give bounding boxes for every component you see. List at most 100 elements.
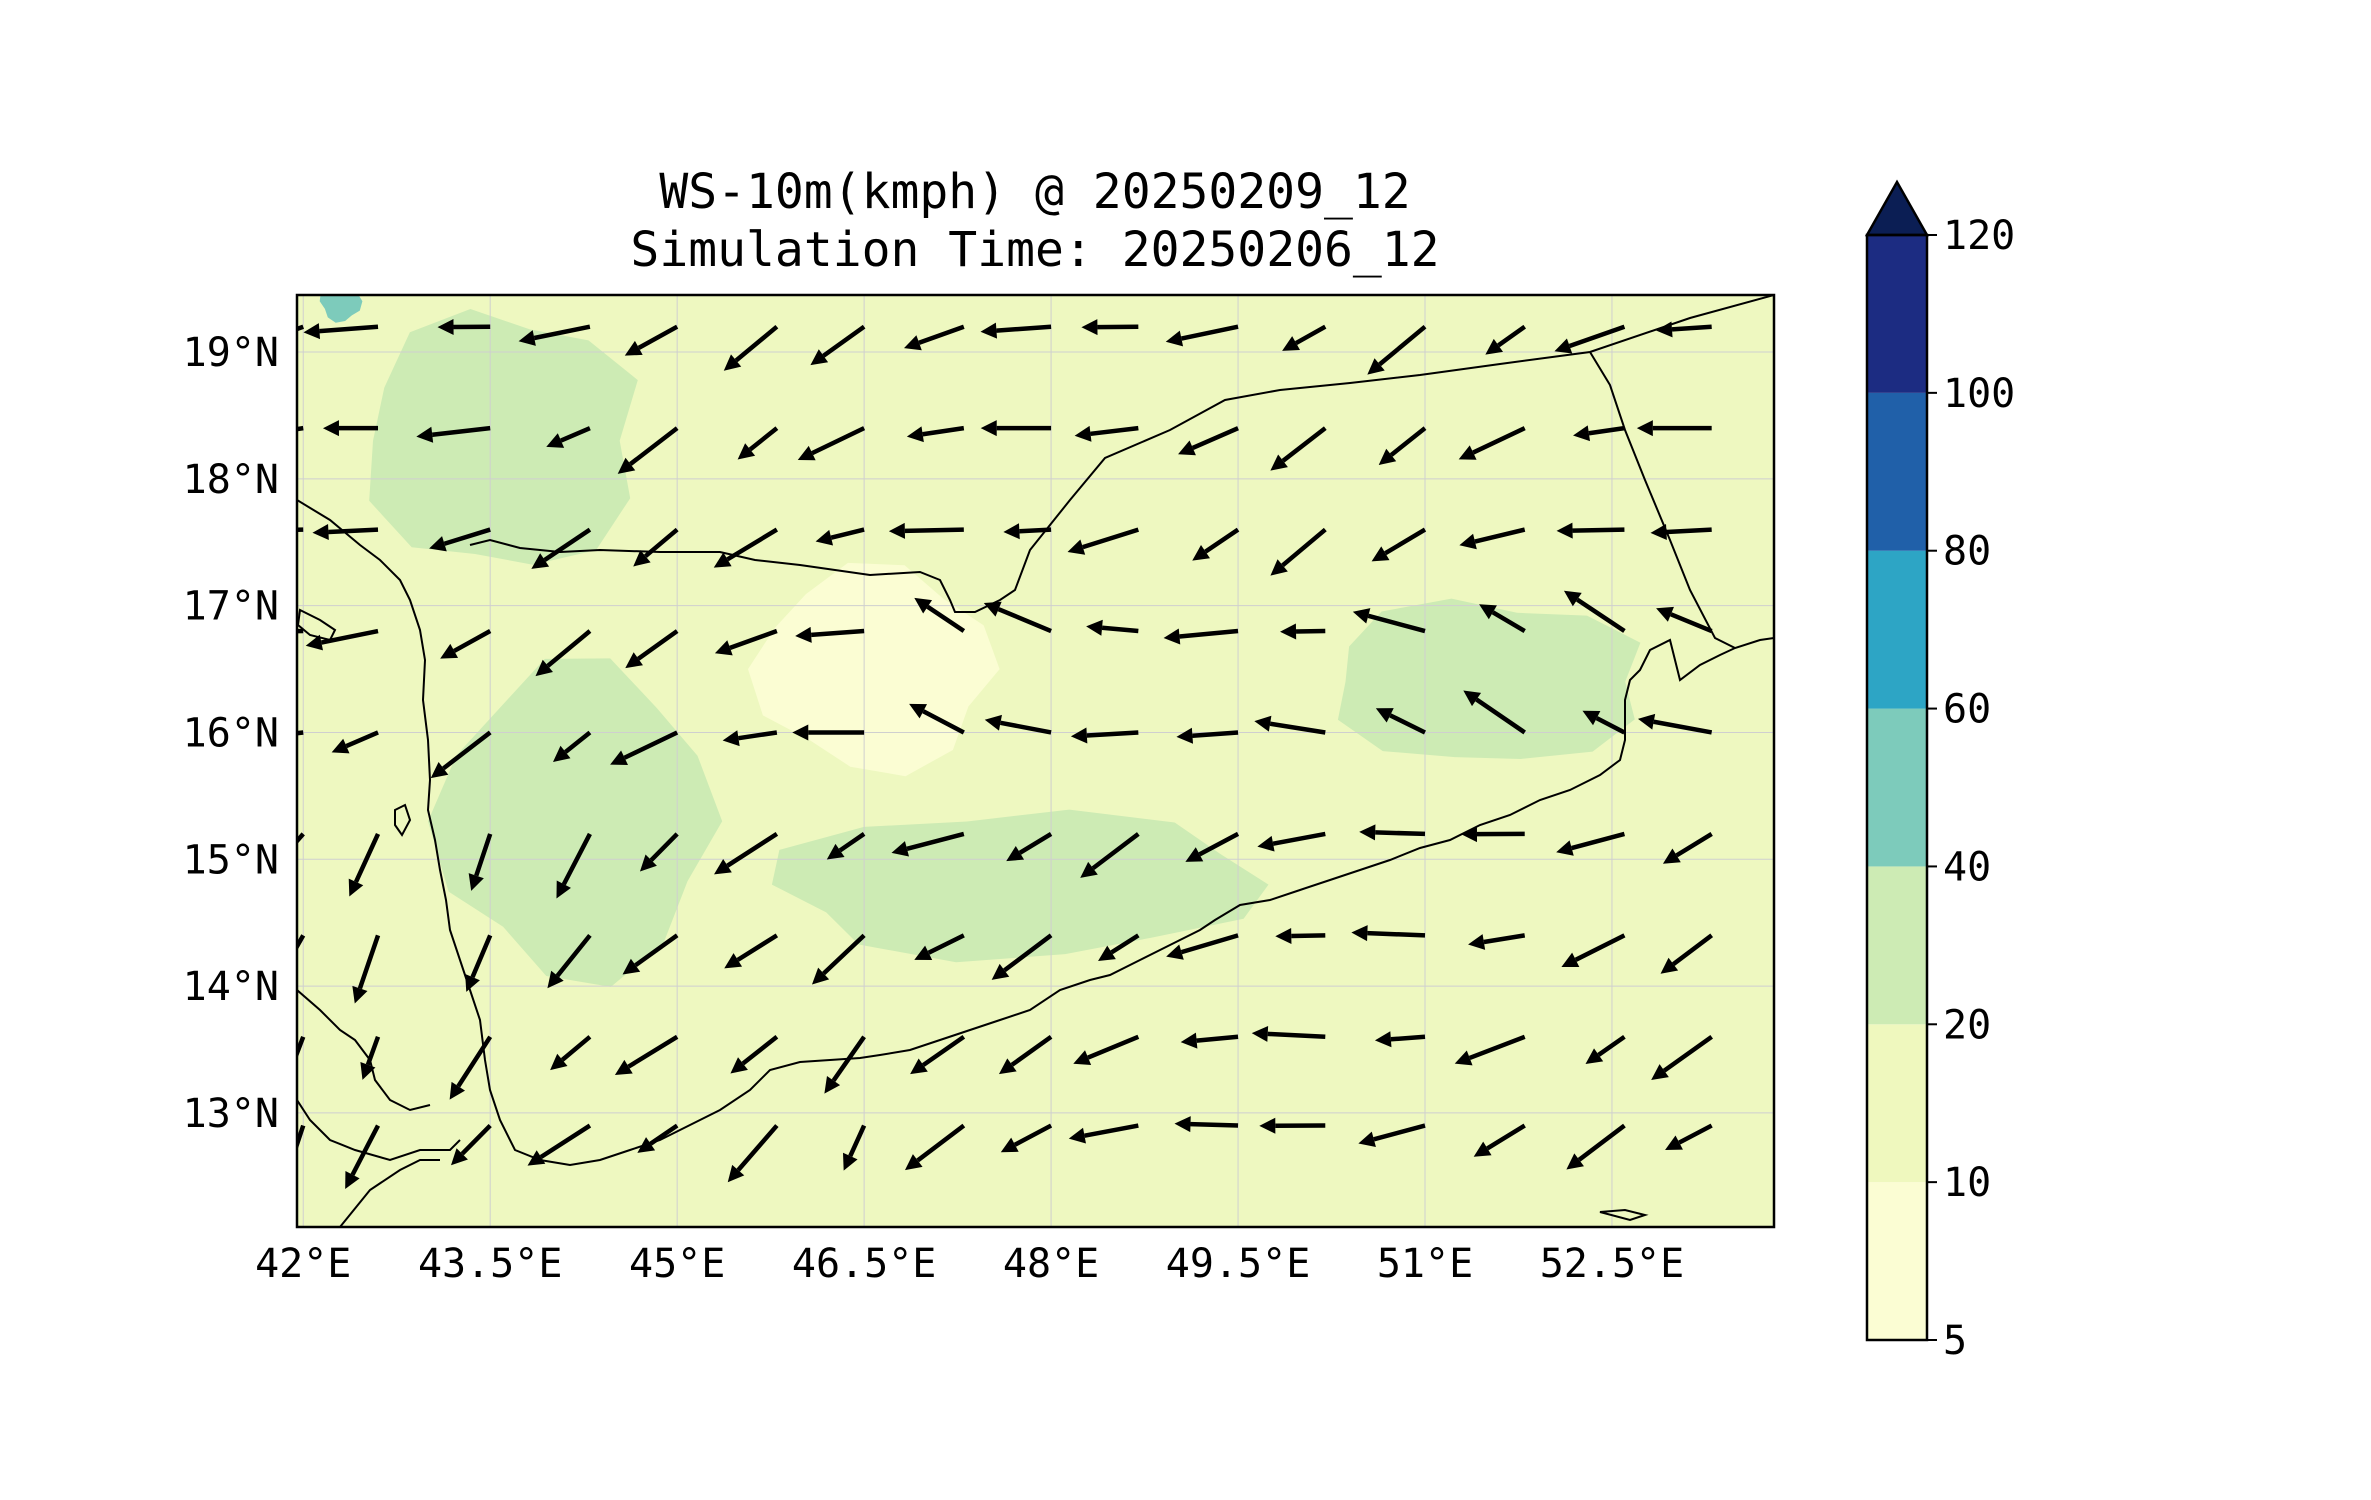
wind-vector — [535, 629, 592, 677]
longitude-tick-label: 46.5°E — [792, 1241, 937, 1287]
wind-vector — [297, 324, 305, 332]
wind-vector — [1000, 1123, 1053, 1153]
wind-vector — [546, 426, 591, 448]
wind-vector — [1282, 324, 1327, 351]
wind-vector — [909, 703, 965, 735]
colorbar-band — [1867, 235, 1927, 393]
wind-vector — [1463, 690, 1526, 735]
colorbar-tick-label: 60 — [1943, 687, 1991, 733]
wind-vector — [1485, 324, 1527, 355]
wind-vector — [1185, 831, 1240, 862]
colorbar-tick-label: 5 — [1943, 1318, 1967, 1364]
wind-vector — [1665, 1123, 1713, 1150]
wind-vector — [1067, 527, 1140, 555]
wind-vector — [1662, 831, 1713, 864]
wind-vector — [305, 628, 379, 651]
latitude-tick-label: 16°N — [183, 710, 279, 756]
map-frame — [295, 293, 1776, 1229]
wind-vector — [360, 1036, 381, 1080]
coastline-red-sea-east — [297, 499, 1774, 1167]
wind-speed-field — [319, 295, 1641, 987]
wind-vector — [991, 933, 1053, 980]
wind-vector — [797, 426, 866, 461]
wind-vector — [1556, 831, 1626, 856]
wind-vector — [617, 426, 679, 474]
latitude-tick-label: 14°N — [183, 964, 279, 1010]
wind-vector — [550, 1035, 592, 1071]
wind-vector — [891, 831, 965, 857]
wind-vector — [1068, 1123, 1139, 1144]
longitude-tick-labels: 42°E 43.5°E 45°E 46.5°E 48°E 49.5°E 51°E 52.5°E — [255, 1241, 1684, 1287]
wind-vector — [1180, 1032, 1239, 1049]
wind-vector — [345, 1124, 381, 1189]
wind-vectors — [297, 319, 1714, 1189]
wind-vector — [297, 1124, 306, 1152]
wind-vector — [810, 324, 866, 366]
island-kamaran — [394, 803, 412, 837]
field-patch — [319, 295, 363, 323]
wind-vector — [983, 601, 1052, 634]
wind-vector — [331, 730, 379, 754]
colorbar-band — [1867, 866, 1927, 1025]
wind-vector — [1554, 324, 1626, 354]
map-gridlines — [297, 295, 1774, 1227]
wind-vector — [842, 1124, 867, 1171]
coastline-african-side — [297, 1099, 461, 1162]
wind-vector — [723, 324, 779, 371]
wind-vector — [1374, 1031, 1426, 1048]
longitude-tick-label: 51°E — [1377, 1241, 1473, 1287]
colorbar-band — [1867, 550, 1927, 709]
wind-vector — [1561, 933, 1626, 967]
wind-vector — [552, 730, 592, 762]
wind-vector — [1566, 1123, 1626, 1170]
latitude-tick-labels: 19°N 18°N 17°N 16°N 15°N 14°N 13°N — [183, 330, 279, 1137]
colorbar-tick-label: 80 — [1943, 529, 1991, 575]
wind-vector — [547, 933, 592, 989]
figure-title: WS-10m(kmph) @ 20250209_12 Simulation Ti… — [630, 164, 1439, 278]
colorbar-extend-arrow — [1864, 179, 1930, 237]
wind-vector — [297, 527, 304, 532]
wind-vector — [1660, 933, 1714, 974]
colorbar-band — [1867, 708, 1927, 867]
wind-vector — [1006, 831, 1053, 862]
wind-vector — [1174, 1116, 1239, 1133]
wind-vector — [998, 1034, 1053, 1075]
wind-vector — [1656, 606, 1713, 634]
field-patch — [1337, 598, 1641, 759]
colorbar-band — [1867, 1024, 1927, 1183]
wind-vector — [811, 933, 866, 985]
wind-vector — [1259, 1117, 1326, 1134]
wind-vector — [792, 724, 865, 741]
wind-vector — [1375, 708, 1426, 735]
wind-vector — [437, 319, 491, 336]
wind-vector — [1070, 727, 1139, 744]
wind-vector — [1270, 426, 1327, 471]
title-line-1: WS-10m(kmph) @ 20250209_12 — [659, 164, 1410, 220]
wind-vector — [1651, 1034, 1713, 1080]
wind-vector — [904, 324, 965, 351]
colorbar-band — [1867, 392, 1927, 551]
island-socotra-small — [1599, 1208, 1649, 1222]
wind-vector — [556, 832, 592, 899]
wind-vector — [465, 934, 493, 992]
wind-vector — [1351, 925, 1426, 942]
wind-vector — [727, 1124, 779, 1183]
field-patch — [428, 658, 723, 987]
colorbar-band — [1867, 1182, 1927, 1340]
wind-vector — [1585, 1034, 1626, 1065]
colorbar-tick-labels: 5 10 20 40 60 80 100 120 — [1927, 213, 2015, 1364]
wind-vector — [625, 629, 679, 669]
wind-vector — [730, 1035, 779, 1074]
longitude-tick-label: 42°E — [255, 1241, 351, 1287]
wind-vector — [1636, 420, 1712, 437]
wind-vector — [527, 1123, 592, 1166]
longitude-tick-label: 43.5°E — [418, 1241, 563, 1287]
latitude-tick-label: 19°N — [183, 330, 279, 376]
wind-vector — [352, 934, 381, 1004]
wind-vector — [714, 832, 779, 875]
wind-vector — [888, 522, 964, 539]
wind-vector — [713, 527, 779, 568]
wind-vector — [1074, 425, 1139, 442]
wind-vector — [531, 527, 592, 569]
